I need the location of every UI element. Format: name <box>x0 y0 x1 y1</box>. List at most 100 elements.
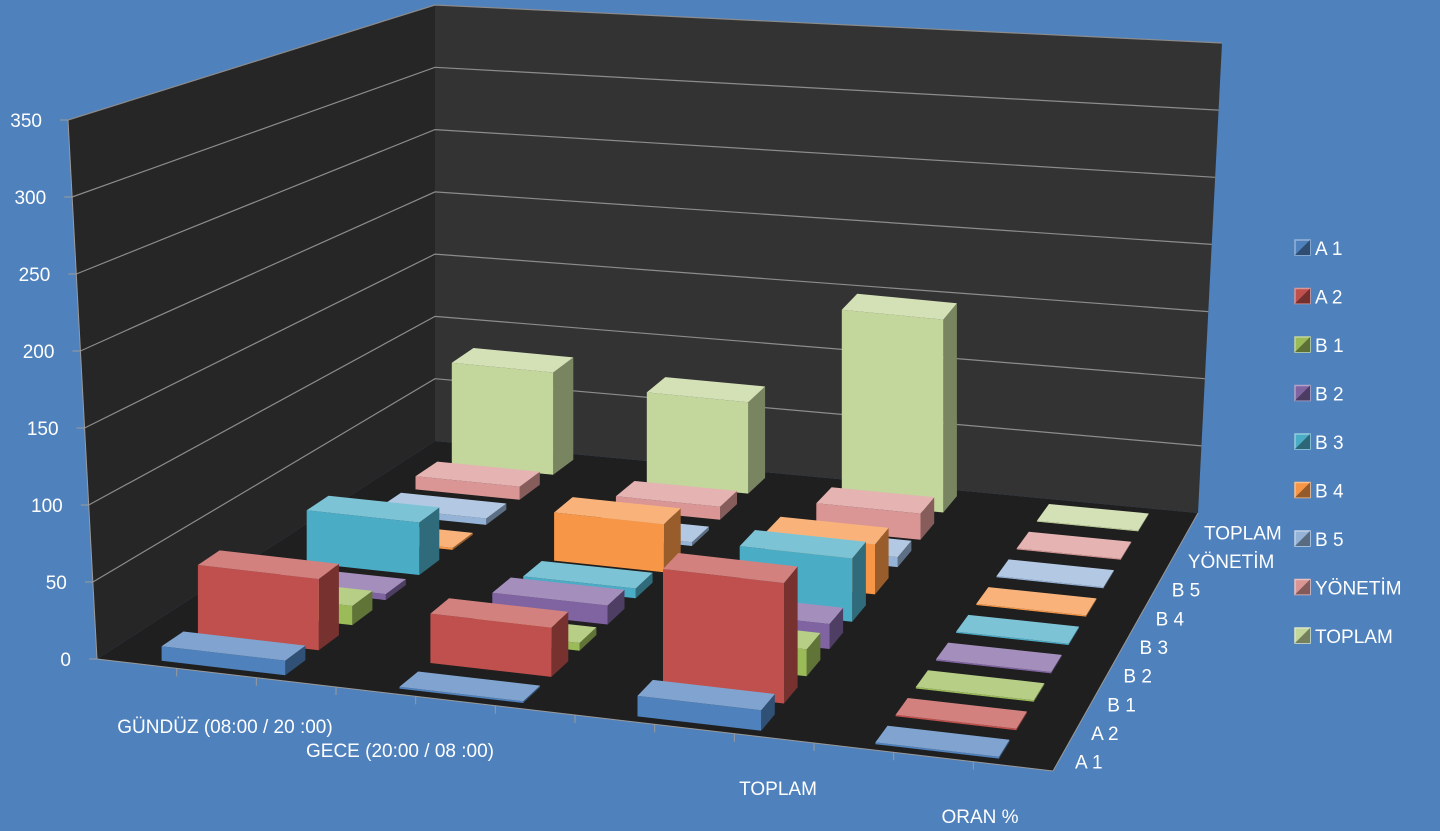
bar-side <box>1068 626 1080 645</box>
bar-side <box>519 471 540 500</box>
bar-top <box>996 559 1114 588</box>
bar <box>915 670 1045 702</box>
bar-top <box>197 550 339 579</box>
depth-series-label: B 1 <box>1107 695 1136 716</box>
bar <box>976 587 1097 617</box>
bar-side <box>999 739 1010 759</box>
bar-side <box>1016 711 1027 731</box>
bar-side <box>875 527 889 595</box>
bar-top <box>492 577 625 606</box>
bar-top <box>161 631 306 661</box>
bar-side <box>635 572 653 599</box>
bar-front <box>1016 548 1121 560</box>
bar <box>637 679 775 731</box>
gridline <box>71 66 1219 198</box>
bar-side <box>852 541 866 622</box>
bar-top <box>637 679 775 711</box>
bar-top <box>646 377 766 403</box>
depth-axis-series-labels: A 1 A 2 B 1 B 2 B 3 B 4 B 5 YÖNETİM TOPLAM <box>1075 523 1282 773</box>
bar-front <box>663 569 784 704</box>
y-tick-label: 50 <box>46 573 67 594</box>
bar-front <box>895 714 1017 731</box>
legend-swatch-shade <box>1295 288 1310 304</box>
y-tick-label: 150 <box>27 419 59 440</box>
bar-side <box>579 627 597 651</box>
bar-side <box>1138 513 1149 532</box>
y-tick-label: 250 <box>19 265 51 286</box>
bar-front <box>430 613 552 677</box>
legend-item: B 3 <box>1294 433 1344 454</box>
bar-front <box>646 392 749 494</box>
bar-top <box>739 530 866 559</box>
bar-side <box>1103 570 1114 589</box>
legend-label: TOPLAM <box>1315 627 1393 648</box>
bar-top <box>663 553 798 583</box>
legend-item: B 4 <box>1294 482 1344 503</box>
bar-front <box>637 695 762 731</box>
gridline <box>84 253 1209 429</box>
gridline <box>67 4 1223 121</box>
bar-side <box>761 694 775 731</box>
bar <box>197 550 339 651</box>
gridline <box>76 128 1216 275</box>
bar-front <box>936 659 1052 674</box>
bar-top <box>430 598 569 628</box>
legend-label: B 4 <box>1315 482 1344 503</box>
legend: A 1 A 2 B 1 B 2 B 3 B 4 B 5 YÖNETİM TOPLAM <box>1294 239 1402 648</box>
bar <box>996 559 1114 589</box>
bar-front <box>306 510 420 575</box>
y-tick-label: 300 <box>14 188 46 209</box>
legend-label: A 2 <box>1315 288 1342 309</box>
legend-swatch-shade <box>1295 240 1310 255</box>
bar-top <box>415 461 540 487</box>
bar <box>415 461 540 500</box>
bar <box>956 614 1080 645</box>
bar-side <box>829 607 844 649</box>
legend-label: B 2 <box>1315 385 1344 406</box>
bar-top <box>895 698 1027 729</box>
legend-swatch-shade <box>1295 579 1310 595</box>
legend-item: A 1 <box>1294 239 1342 260</box>
depth-series-label: B 3 <box>1140 638 1169 659</box>
bar-side <box>1120 541 1132 560</box>
left-wall <box>68 5 435 659</box>
depth-series-label: B 4 <box>1156 609 1185 630</box>
legend-swatch-shade <box>1295 385 1310 401</box>
legend-label: YÖNETİM <box>1315 579 1402 600</box>
bar-front <box>451 362 554 475</box>
bar <box>399 671 541 703</box>
y-axis-ticks: 0 50 100 150 200 250 300 350 <box>10 111 1199 772</box>
bar <box>841 293 957 513</box>
bar-side <box>318 563 339 651</box>
depth-series-label: B 2 <box>1123 667 1152 688</box>
depth-series-label: TOPLAM <box>1204 523 1282 544</box>
bar <box>875 725 1010 759</box>
legend-swatch-shade <box>1295 628 1310 643</box>
bar-front <box>197 565 319 651</box>
gridlines <box>67 4 1223 583</box>
legend-swatch-shade <box>1295 531 1310 546</box>
bar-side <box>943 303 957 513</box>
bar-top <box>379 492 507 519</box>
y-axis-line <box>67 119 98 660</box>
x-axis-categories: GÜNDÜZ (08:00 / 20 :00) GECE (20:00 / 08 … <box>117 668 1019 828</box>
bar-top <box>841 293 957 320</box>
bar <box>1036 504 1149 532</box>
bar-top <box>554 497 681 525</box>
x-category-label: ORAN % <box>941 807 1018 828</box>
bar-side <box>748 386 766 494</box>
legend-item: A 2 <box>1294 288 1342 309</box>
legend-label: B 3 <box>1315 433 1344 454</box>
bar-side <box>385 579 406 601</box>
legend-item: TOPLAM <box>1294 627 1393 648</box>
bar-side <box>784 566 798 704</box>
legend-label: B 1 <box>1315 336 1344 357</box>
bar-front <box>976 603 1087 617</box>
bar-side <box>806 633 821 677</box>
bar <box>430 598 569 677</box>
bar-top <box>936 642 1062 672</box>
bar-side <box>523 685 541 703</box>
legend-item: B 2 <box>1294 385 1344 406</box>
y-tick-label: 100 <box>31 496 63 517</box>
depth-series-label: B 5 <box>1172 581 1201 602</box>
